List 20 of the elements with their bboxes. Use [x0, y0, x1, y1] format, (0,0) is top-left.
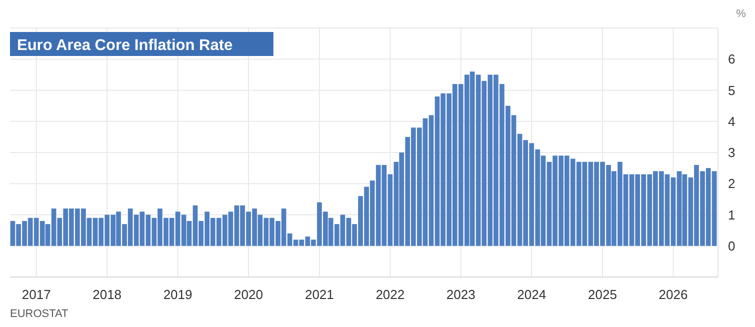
- x-tick-label: 2020: [234, 287, 263, 302]
- y-axis-title: %: [736, 8, 746, 20]
- x-tick-label: 2019: [163, 287, 192, 302]
- y-tick-label: 3: [728, 145, 736, 160]
- text: EUROSTAT: [10, 308, 69, 320]
- x-tick-label: 2023: [446, 287, 476, 302]
- text: Euro Area Core Inflation Rate: [17, 37, 233, 54]
- y-tick-label: 6: [728, 52, 736, 67]
- x-tick-label: 2026: [658, 287, 688, 302]
- x-tick-label: 2025: [588, 287, 617, 302]
- y-tick-label: 2: [728, 176, 736, 192]
- x-tick-label: 2018: [92, 287, 122, 302]
- x-tick-label: 2024: [517, 287, 546, 302]
- y-tick-label: 5: [728, 82, 736, 98]
- y-tick-label: 4: [728, 114, 736, 129]
- x-tick-label: 2022: [376, 287, 405, 302]
- y-tick-label: 1: [728, 207, 736, 222]
- x-tick-label: 2021: [304, 287, 334, 302]
- y-tick-label: 0: [728, 238, 736, 254]
- x-tick-label: 2017: [22, 287, 51, 302]
